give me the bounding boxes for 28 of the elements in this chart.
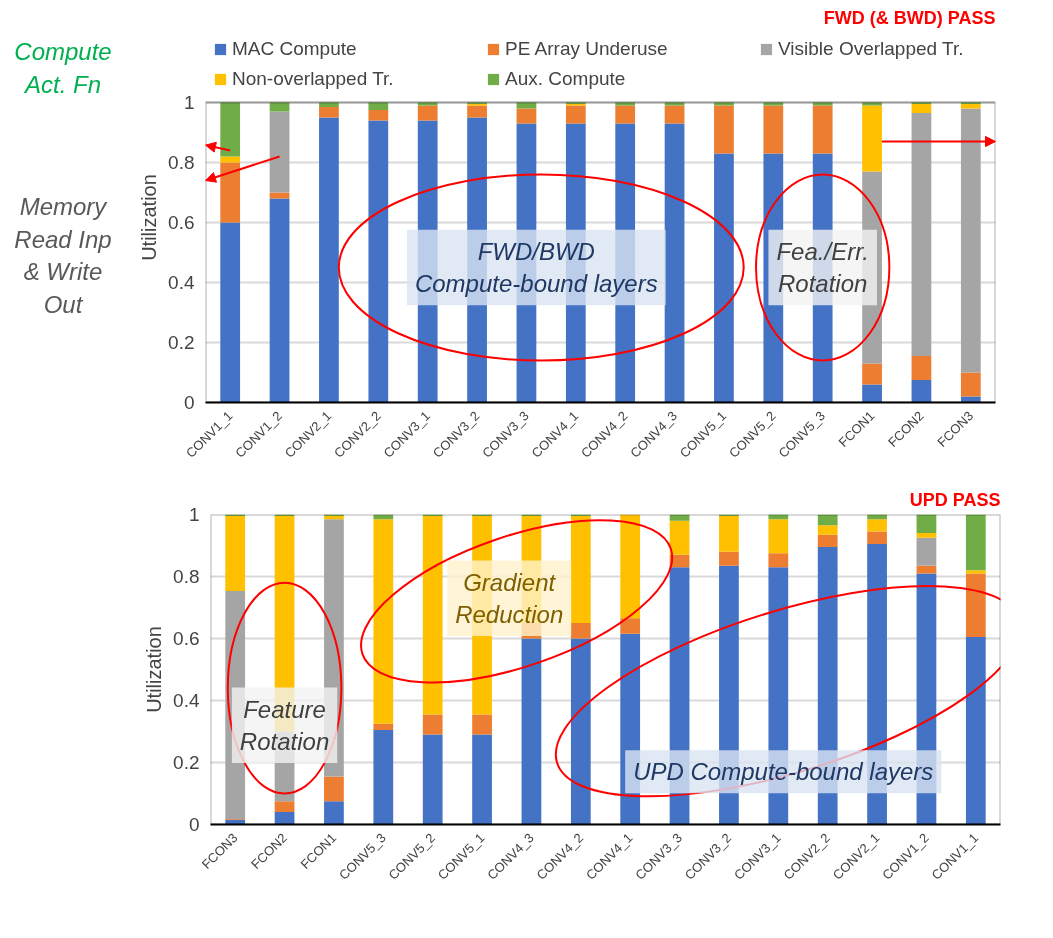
y-tick-label: 1 [188,504,200,525]
y-tick-label: 1 [183,92,195,113]
text: Memory Read Inp & Write Out [14,193,112,318]
legend-label: Aux. Compute [505,68,627,90]
annotation: Feature Rotation [239,695,330,755]
y-tick-label: 0.4 [168,272,195,293]
annotation: Gradient Reduction [455,568,564,628]
y-tick-label: 0.8 [168,152,195,173]
legend-label: MAC Compute [232,38,358,60]
y-tick-label: 0.2 [168,332,195,353]
y-axis-title: Utilization [143,626,166,713]
legend-label: Visible Overlapped Tr. [778,38,965,60]
y-tick-label: 0.6 [168,212,195,233]
chart-title: FWD (& BWD) PASS [823,7,996,28]
annotation: FWD/BWD Compute-bound layers [414,237,658,298]
chart-title: UPD PASS [909,489,1001,510]
y-tick-label: 0 [188,814,200,835]
y-tick-label: 0.8 [173,566,200,587]
text: Compute Act. Fn [14,38,112,98]
y-tick-label: 0.4 [173,690,200,711]
annotation: Fea./Err. Rotation [776,237,869,298]
y-axis-title: Utilization [138,174,161,261]
legend-label: PE Array Underuse [505,38,669,60]
y-tick-label: 0.6 [173,628,200,649]
annotation: UPD Compute-bound layers [633,758,934,786]
legend-label: Non-overlapped Tr. [232,68,395,90]
y-tick-label: 0.2 [173,752,200,773]
y-tick-label: 0 [183,392,195,413]
